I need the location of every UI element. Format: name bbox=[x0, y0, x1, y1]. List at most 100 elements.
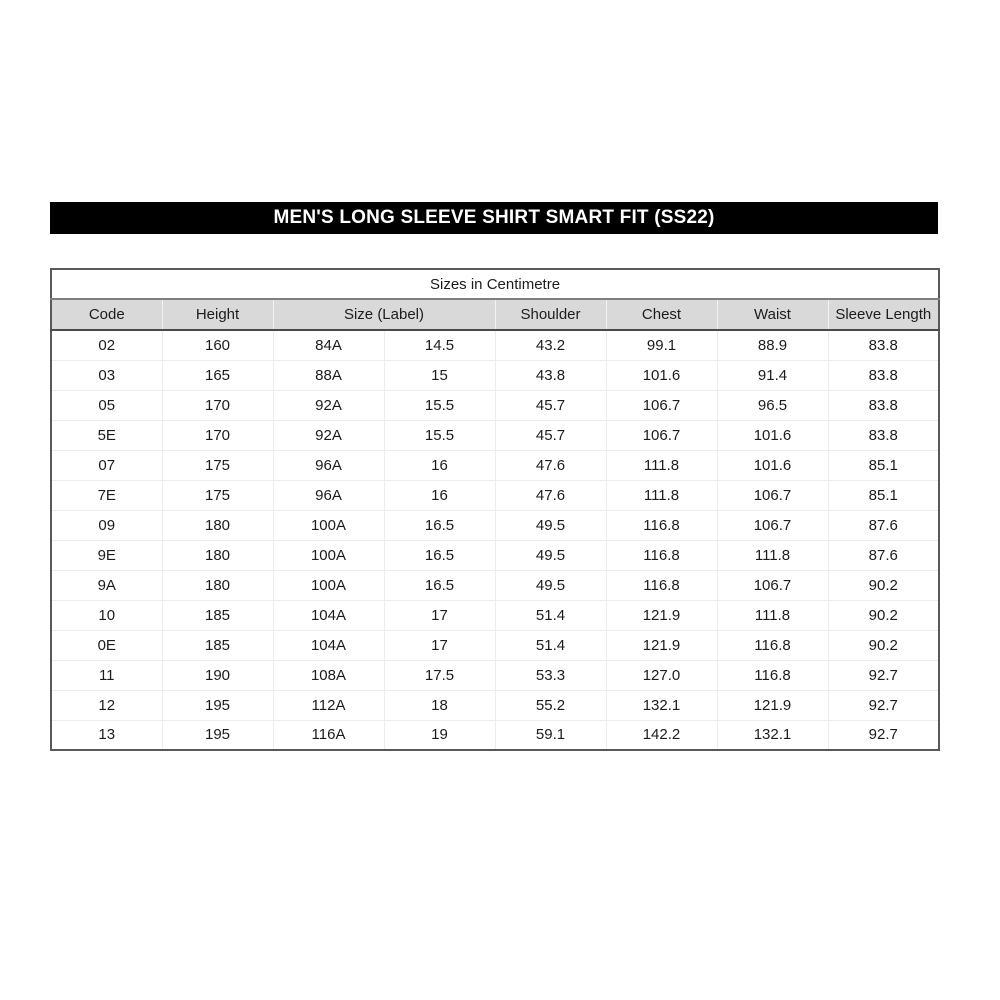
table-body: 02 160 84A 14.5 43.2 99.1 88.9 83.8 03 165 88A 15 43… bbox=[51, 329, 940, 750]
table-cell: 87.6 bbox=[827, 539, 940, 571]
table-cell: 101.6 bbox=[716, 419, 829, 451]
table-cell: 90.2 bbox=[827, 629, 940, 661]
table-cell: 180 bbox=[161, 569, 274, 601]
table-cell: 12 bbox=[51, 689, 163, 721]
table-cell: 195 bbox=[161, 719, 274, 750]
table-cell: 104A bbox=[272, 599, 385, 631]
table-cell: 51.4 bbox=[494, 599, 607, 631]
table-cell: 170 bbox=[161, 419, 274, 451]
table-cell: 83.8 bbox=[827, 389, 940, 421]
table-cell: 16.5 bbox=[383, 509, 496, 541]
table-row: 7E 175 96A 16 47.6 111.8 106.7 85.1 bbox=[51, 479, 940, 511]
table-cell: 92A bbox=[272, 389, 385, 421]
table-header-row: Code Height Size (Label) Shoulder Chest … bbox=[51, 299, 940, 331]
table-cell: 83.8 bbox=[827, 359, 940, 391]
table-cell: 05 bbox=[51, 389, 163, 421]
table-cell: 17 bbox=[383, 629, 496, 661]
table-cell: 106.7 bbox=[716, 509, 829, 541]
table-cell: 16 bbox=[383, 479, 496, 511]
table-cell: 96A bbox=[272, 479, 385, 511]
table-cell: 185 bbox=[161, 629, 274, 661]
table-cell: 111.8 bbox=[605, 449, 718, 481]
table-caption: Sizes in Centimetre bbox=[51, 269, 940, 300]
table-cell: 90.2 bbox=[827, 599, 940, 631]
table-cell: 0E bbox=[51, 629, 163, 661]
table-cell: 100A bbox=[272, 509, 385, 541]
table-cell: 47.6 bbox=[494, 449, 607, 481]
table-cell: 101.6 bbox=[716, 449, 829, 481]
table-row: 12 195 112A 18 55.2 132.1 121.9 92.7 bbox=[51, 689, 940, 721]
table-cell: 84A bbox=[272, 329, 385, 361]
table-cell: 55.2 bbox=[494, 689, 607, 721]
table-cell: 127.0 bbox=[605, 659, 718, 691]
table-cell: 190 bbox=[161, 659, 274, 691]
table-cell: 13 bbox=[51, 719, 163, 750]
table-cell: 104A bbox=[272, 629, 385, 661]
table-row: 11 190 108A 17.5 53.3 127.0 116.8 92.7 bbox=[51, 659, 940, 691]
table-cell: 132.1 bbox=[605, 689, 718, 721]
table-cell: 92.7 bbox=[827, 719, 940, 750]
table-caption-row: Sizes in Centimetre bbox=[51, 269, 940, 300]
table-cell: 17.5 bbox=[383, 659, 496, 691]
table-cell: 116.8 bbox=[716, 629, 829, 661]
table-cell: 87.6 bbox=[827, 509, 940, 541]
table-cell: 11 bbox=[51, 659, 163, 691]
table-cell: 185 bbox=[161, 599, 274, 631]
table-cell: 116A bbox=[272, 719, 385, 750]
page-title: MEN'S LONG SLEEVE SHIRT SMART FIT (SS22) bbox=[273, 207, 715, 228]
title-bar: MEN'S LONG SLEEVE SHIRT SMART FIT (SS22) bbox=[50, 202, 938, 234]
table-cell: 16.5 bbox=[383, 539, 496, 571]
table-cell: 100A bbox=[272, 569, 385, 601]
table-cell: 116.8 bbox=[605, 509, 718, 541]
table-cell: 165 bbox=[161, 359, 274, 391]
table-row: 03 165 88A 15 43.8 101.6 91.4 83.8 bbox=[51, 359, 940, 391]
table-cell: 45.7 bbox=[494, 419, 607, 451]
table-cell: 108A bbox=[272, 659, 385, 691]
size-chart-table: Sizes in Centimetre Code Height Size (La… bbox=[50, 268, 941, 751]
table-cell: 83.8 bbox=[827, 329, 940, 361]
table-cell: 106.7 bbox=[716, 569, 829, 601]
table-row: 13 195 116A 19 59.1 142.2 132.1 92.7 bbox=[51, 719, 940, 750]
table-cell: 92A bbox=[272, 419, 385, 451]
table-cell: 9E bbox=[51, 539, 163, 571]
table-cell: 91.4 bbox=[716, 359, 829, 391]
table-cell: 17 bbox=[383, 599, 496, 631]
table-cell: 132.1 bbox=[716, 719, 829, 750]
table-cell: 99.1 bbox=[605, 329, 718, 361]
column-header-height: Height bbox=[161, 299, 274, 331]
table-cell: 18 bbox=[383, 689, 496, 721]
table-cell: 160 bbox=[161, 329, 274, 361]
table-cell: 180 bbox=[161, 509, 274, 541]
table-cell: 43.2 bbox=[494, 329, 607, 361]
table-cell: 49.5 bbox=[494, 539, 607, 571]
table-cell: 5E bbox=[51, 419, 163, 451]
table-cell: 15.5 bbox=[383, 389, 496, 421]
table-cell: 92.7 bbox=[827, 659, 940, 691]
table-row: 9A 180 100A 16.5 49.5 116.8 106.7 90.2 bbox=[51, 569, 940, 601]
table-cell: 101.6 bbox=[605, 359, 718, 391]
table-cell: 07 bbox=[51, 449, 163, 481]
table-cell: 175 bbox=[161, 479, 274, 511]
table-row: 0E 185 104A 17 51.4 121.9 116.8 90.2 bbox=[51, 629, 940, 661]
table-row: 10 185 104A 17 51.4 121.9 111.8 90.2 bbox=[51, 599, 940, 631]
table-cell: 121.9 bbox=[605, 629, 718, 661]
table-cell: 09 bbox=[51, 509, 163, 541]
table-cell: 112A bbox=[272, 689, 385, 721]
table-cell: 111.8 bbox=[716, 539, 829, 571]
table-cell: 116.8 bbox=[605, 539, 718, 571]
table-cell: 15.5 bbox=[383, 419, 496, 451]
table-cell: 49.5 bbox=[494, 569, 607, 601]
table-cell: 116.8 bbox=[716, 659, 829, 691]
table-row: 02 160 84A 14.5 43.2 99.1 88.9 83.8 bbox=[51, 329, 940, 361]
table-row: 07 175 96A 16 47.6 111.8 101.6 85.1 bbox=[51, 449, 940, 481]
table-cell: 02 bbox=[51, 329, 163, 361]
table-cell: 96A bbox=[272, 449, 385, 481]
table-cell: 88.9 bbox=[716, 329, 829, 361]
column-header-code: Code bbox=[51, 299, 163, 331]
table-cell: 106.7 bbox=[605, 389, 718, 421]
table-cell: 83.8 bbox=[827, 419, 940, 451]
table-cell: 90.2 bbox=[827, 569, 940, 601]
table-cell: 03 bbox=[51, 359, 163, 391]
column-header-chest: Chest bbox=[605, 299, 718, 331]
table-cell: 45.7 bbox=[494, 389, 607, 421]
